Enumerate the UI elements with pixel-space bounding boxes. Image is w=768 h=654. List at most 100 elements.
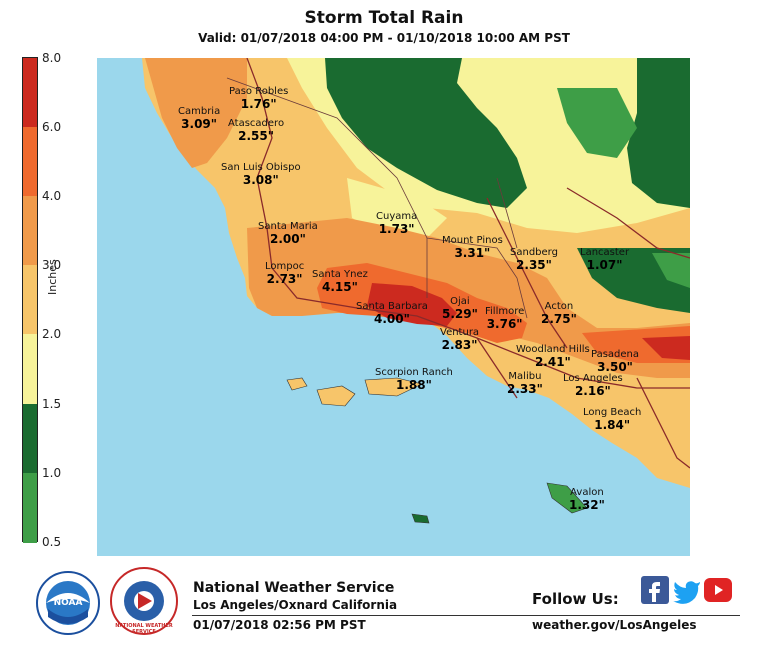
station-value: 1.07"	[586, 257, 623, 272]
station-value: 2.35"	[516, 257, 552, 272]
highways	[246, 58, 690, 469]
scale-band-15-2	[23, 334, 37, 404]
station-name: Sandberg	[510, 247, 558, 258]
station-lompoc[interactable]: Lompoc 2.73"	[265, 261, 305, 285]
noaa-logo[interactable]: NOAA	[36, 571, 100, 635]
scale-band-4-6	[23, 127, 37, 196]
station-value: 2.00"	[269, 231, 306, 246]
twitter-icon[interactable]	[672, 578, 702, 604]
station-los-angeles[interactable]: Los Angeles 2.16"	[563, 373, 623, 398]
scale-band-3-4	[23, 196, 37, 265]
zone-1-0-1-5	[325, 58, 527, 208]
island-santa-rosa	[316, 385, 356, 407]
station-name: Scorpion Ranch	[375, 367, 453, 378]
zone-6-0-8-0	[642, 336, 690, 360]
station-value: 4.00"	[374, 311, 410, 326]
station-name: Fillmore	[485, 306, 525, 317]
station-pasadena[interactable]: Pasadena 3.50"	[591, 349, 639, 374]
station-value: 2.16"	[574, 383, 611, 398]
station-name: San Luis Obispo	[221, 162, 301, 173]
scale-band-05-1	[23, 473, 37, 543]
station-sandberg[interactable]: Sandberg 2.35"	[510, 247, 558, 272]
station-value: 5.29"	[442, 306, 478, 321]
island-santa-cruz	[364, 377, 423, 397]
station-name: Ojai	[450, 296, 470, 307]
map-title: Storm Total Rain	[304, 8, 464, 28]
station-value: 2.75"	[541, 311, 577, 326]
station-name: Paso Robles	[229, 86, 289, 97]
station-acton[interactable]: Acton 2.75"	[541, 301, 577, 326]
station-name: Santa Ynez	[312, 269, 368, 280]
station-avalon[interactable]: Avalon 1.32"	[569, 487, 605, 512]
footer-divider	[192, 615, 740, 616]
noaa-logo-text: NOAA	[53, 598, 83, 608]
station-name: Malibu	[508, 371, 542, 382]
zone-3-0-4-0	[145, 58, 247, 168]
station-name: Mount Pinos	[442, 235, 503, 246]
nws-emblem-icon	[124, 581, 164, 621]
island-catalina	[546, 482, 588, 514]
station-santa-maria[interactable]: Santa Maria 2.00"	[258, 221, 318, 246]
youtube-icon[interactable]	[704, 578, 732, 602]
scale-band-2-3	[23, 265, 37, 334]
scale-tick: 2.0	[42, 327, 62, 341]
scale-band-1-15	[23, 404, 37, 473]
station-name: Woodland Hills	[516, 344, 590, 355]
station-value: 1.76"	[240, 96, 277, 111]
zone-6-0-8-0	[367, 283, 457, 326]
map-shading	[142, 58, 690, 524]
follow-us-label: Follow Us:	[532, 590, 619, 608]
nws-logo-text: NATIONAL WEATHER SERVICE	[115, 623, 173, 635]
station-name: Lompoc	[265, 261, 305, 272]
station-cuyama[interactable]: Cuyama 1.73"	[376, 211, 418, 236]
nws-logo[interactable]: NATIONAL WEATHER SERVICE	[110, 567, 178, 635]
map-subtitle: Valid: 01/07/2018 04:00 PM - 01/10/2018 …	[198, 31, 570, 45]
station-fillmore[interactable]: Fillmore 3.76"	[485, 306, 525, 331]
station-name: Cuyama	[376, 211, 418, 222]
color-scale-bar	[22, 57, 38, 543]
station-value: 2.55"	[238, 128, 274, 143]
station-value: 1.73"	[378, 221, 415, 236]
island-san-miguel	[286, 377, 308, 391]
station-value: 3.09"	[181, 116, 218, 131]
station-woodland-hills[interactable]: Woodland Hills 2.41"	[516, 344, 590, 369]
station-santa-barbara[interactable]: Santa Barbara 4.00"	[356, 301, 428, 326]
station-value: 2.83"	[441, 337, 478, 352]
station-santa-ynez[interactable]: Santa Ynez 4.15"	[312, 269, 368, 293]
station-name: Lancaster	[580, 247, 630, 258]
station-long-beach[interactable]: Long Beach 1.84"	[583, 407, 641, 431]
station-value: 3.08"	[242, 172, 279, 187]
station-paso-robles[interactable]: Paso Robles 1.76"	[229, 86, 289, 111]
footer-org: National Weather Service	[193, 580, 395, 596]
scale-tick: 1.0	[42, 466, 62, 480]
station-value: 1.32"	[569, 497, 605, 512]
station-name: Ventura	[440, 327, 480, 338]
station-scorpion-ranch[interactable]: Scorpion Ranch 1.88"	[375, 367, 453, 391]
facebook-icon[interactable]	[641, 576, 669, 604]
station-value: 3.50"	[597, 359, 633, 374]
station-value: 3.76"	[486, 316, 523, 331]
station-name: Atascadero	[228, 118, 285, 129]
zone-0-5-1-0	[557, 88, 637, 158]
station-ventura[interactable]: Ventura 2.83"	[440, 327, 480, 352]
zone-0-5-1-0	[652, 253, 690, 288]
scale-tick: 1.5	[42, 397, 62, 411]
rainfall-map[interactable]: Paso Robles 1.76" Cambria 3.09" Atascadero…	[97, 58, 690, 556]
website-link[interactable]: weather.gov/LosAngeles	[532, 618, 697, 632]
station-name: Santa Maria	[258, 221, 318, 232]
station-value: 2.41"	[534, 354, 571, 369]
scale-band-6-8	[23, 58, 37, 127]
station-name: Cambria	[178, 106, 221, 117]
station-ojai[interactable]: Ojai 5.29"	[442, 296, 478, 321]
station-malibu[interactable]: Malibu 2.33"	[507, 371, 543, 396]
island-san-nicolas	[411, 513, 430, 524]
footer-location: Los Angeles/Oxnard California	[193, 598, 398, 612]
station-lancaster[interactable]: Lancaster 1.07"	[580, 247, 630, 272]
station-san-luis-obispo[interactable]: San Luis Obispo 3.08"	[221, 162, 301, 187]
scale-tick: 4.0	[42, 189, 62, 203]
scale-title: Inches	[46, 259, 59, 295]
station-value: 2.33"	[507, 381, 543, 396]
station-mount-pinos[interactable]: Mount Pinos 3.31"	[442, 235, 503, 259]
station-cambria[interactable]: Cambria 3.09"	[178, 106, 221, 131]
station-atascadero[interactable]: Atascadero 2.55"	[228, 118, 285, 143]
